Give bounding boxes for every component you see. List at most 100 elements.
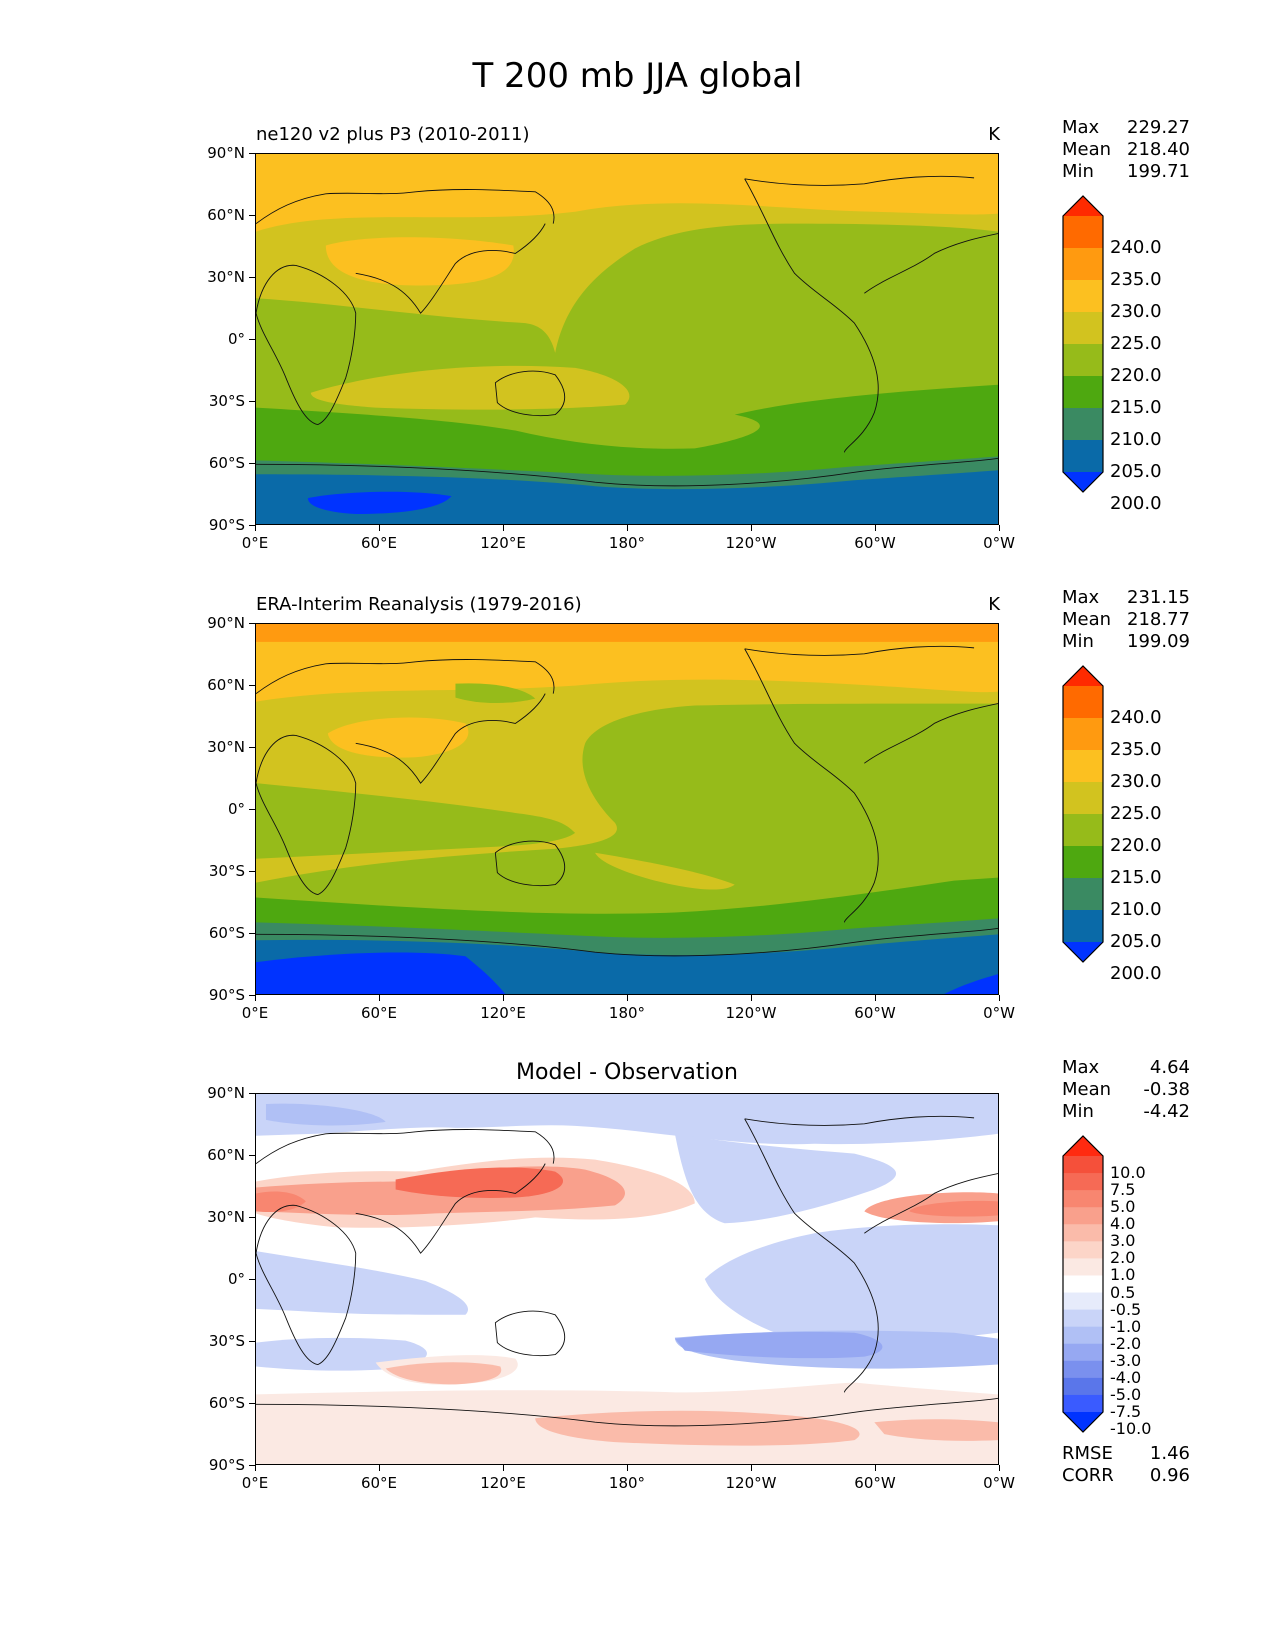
max-value: 4.64 bbox=[1149, 1057, 1190, 1078]
lat-tick bbox=[249, 525, 255, 527]
lon-tick-label: 0°W bbox=[983, 1474, 1015, 1492]
lat-tick-label: 0° bbox=[227, 800, 245, 818]
max-value: 231.15 bbox=[1127, 587, 1190, 608]
min-value: -4.42 bbox=[1143, 1101, 1190, 1122]
lat-tick-label: 30°N bbox=[207, 738, 245, 756]
lat-tick-label: 30°N bbox=[207, 1208, 245, 1226]
colorbar-level-label: -3.0 bbox=[1110, 1350, 1142, 1370]
colorbar-level-label: 3.0 bbox=[1110, 1231, 1136, 1251]
lat-tick bbox=[249, 1279, 255, 1281]
colorbar-panel2 bbox=[1062, 665, 1104, 963]
colorbar-segment bbox=[1063, 686, 1103, 719]
panel3-title: Model - Observation bbox=[516, 1060, 738, 1085]
colorbar-segment bbox=[1063, 846, 1103, 879]
lat-tick bbox=[249, 153, 255, 155]
colorbar-segment bbox=[1063, 814, 1103, 847]
lon-tick bbox=[627, 1465, 629, 1471]
colorbar-level-label: 240.0 bbox=[1110, 707, 1162, 728]
lat-tick bbox=[249, 1155, 255, 1157]
lon-tick bbox=[627, 995, 629, 1001]
colorbar-segment bbox=[1063, 878, 1103, 911]
lat-tick-label: 90°N bbox=[207, 614, 245, 632]
lon-tick-label: 180° bbox=[608, 1004, 646, 1022]
lat-tick bbox=[249, 1403, 255, 1405]
panel2-map bbox=[255, 623, 999, 995]
colorbar-level-label: -2.0 bbox=[1110, 1333, 1142, 1353]
lon-tick bbox=[875, 1465, 877, 1471]
lon-tick bbox=[875, 525, 877, 531]
colorbar-level-label: -1.0 bbox=[1110, 1316, 1142, 1336]
lon-tick-label: 180° bbox=[608, 534, 646, 552]
lon-tick-label: 60°W bbox=[854, 1004, 896, 1022]
lon-tick bbox=[503, 1465, 505, 1471]
colorbar-level-label: 235.0 bbox=[1110, 739, 1162, 760]
lat-tick-label: 60°S bbox=[208, 1394, 245, 1412]
lon-tick-label: 0°E bbox=[241, 1004, 269, 1022]
lat-tick-label: 60°S bbox=[208, 454, 245, 472]
colorbar-segment bbox=[1063, 1190, 1103, 1208]
lat-tick bbox=[249, 463, 255, 465]
colorbar-segment bbox=[1063, 1309, 1103, 1328]
colorbar-panel3 bbox=[1062, 1135, 1104, 1433]
colorbar-level-label: 215.0 bbox=[1110, 867, 1162, 888]
panel1-title: ne120 v2 plus P3 (2010-2011) bbox=[256, 124, 530, 145]
colorbar-segment bbox=[1063, 718, 1103, 751]
panel1-units: K bbox=[988, 124, 1000, 145]
lat-tick-label: 30°S bbox=[208, 862, 245, 880]
lon-tick-label: 60°E bbox=[360, 1474, 398, 1492]
lat-tick-label: 60°S bbox=[208, 924, 245, 942]
lon-tick bbox=[751, 1465, 753, 1471]
lon-tick-label: 60°E bbox=[360, 534, 398, 552]
lon-tick bbox=[999, 1465, 1001, 1471]
lat-tick-label: 60°N bbox=[207, 206, 245, 224]
lat-tick bbox=[249, 995, 255, 997]
colorbar-segment bbox=[1063, 1241, 1103, 1259]
lat-tick bbox=[249, 933, 255, 935]
lon-tick bbox=[255, 525, 257, 531]
min-label: Min bbox=[1062, 1101, 1094, 1122]
colorbar-level-label: -4.0 bbox=[1110, 1367, 1142, 1387]
colorbar-extend-min bbox=[1063, 472, 1103, 492]
lat-tick bbox=[249, 871, 255, 873]
panel3-map bbox=[255, 1093, 999, 1465]
colorbar-segment bbox=[1063, 1224, 1103, 1242]
colorbar-level-label: 7.5 bbox=[1110, 1180, 1136, 1200]
lon-tick bbox=[503, 995, 505, 1001]
colorbar-extend-min bbox=[1063, 942, 1103, 962]
lon-tick-label: 0°E bbox=[241, 1474, 269, 1492]
lat-tick bbox=[249, 1341, 255, 1343]
colorbar-level-label: -5.0 bbox=[1110, 1384, 1142, 1404]
colorbar-level-label: 235.0 bbox=[1110, 269, 1162, 290]
corr-label: CORR bbox=[1062, 1465, 1114, 1486]
colorbar-segment bbox=[1063, 312, 1103, 345]
lat-tick bbox=[249, 1217, 255, 1219]
min-value: 199.71 bbox=[1127, 161, 1190, 182]
colorbar-segment bbox=[1063, 344, 1103, 377]
colorbar-level-label: 230.0 bbox=[1110, 301, 1162, 322]
colorbar-level-label: 0.5 bbox=[1110, 1282, 1136, 1302]
colorbar-segment bbox=[1063, 248, 1103, 281]
lat-tick-label: 30°N bbox=[207, 268, 245, 286]
lat-tick bbox=[249, 809, 255, 811]
colorbar-level-label: -0.5 bbox=[1110, 1299, 1142, 1319]
lon-tick bbox=[379, 995, 381, 1001]
min-label: Min bbox=[1062, 631, 1094, 652]
colorbar-level-label: 10.0 bbox=[1110, 1163, 1146, 1183]
lat-tick-label: 30°S bbox=[208, 1332, 245, 1350]
max-label: Max bbox=[1062, 117, 1100, 138]
colorbar-segment bbox=[1063, 1173, 1103, 1191]
panel3-stats: Max 4.64 Mean -0.38 Min -4.42 bbox=[1062, 1057, 1190, 1123]
lat-tick-label: 90°S bbox=[208, 986, 245, 1004]
rmse-value: 1.46 bbox=[1149, 1443, 1190, 1464]
colorbar-extend-max bbox=[1063, 666, 1103, 686]
lon-tick-label: 0°W bbox=[983, 1004, 1015, 1022]
colorbar-segment bbox=[1063, 376, 1103, 409]
colorbar-segment bbox=[1063, 1343, 1103, 1362]
lat-tick-label: 0° bbox=[227, 1270, 245, 1288]
lon-tick-label: 60°W bbox=[854, 534, 896, 552]
panel1-stats: Max 229.27 Mean 218.40 Min 199.71 bbox=[1062, 117, 1190, 183]
lat-tick bbox=[249, 339, 255, 341]
lon-tick-label: 120°E bbox=[480, 1474, 526, 1492]
colorbar-segment bbox=[1063, 1292, 1103, 1311]
max-label: Max bbox=[1062, 1057, 1100, 1078]
